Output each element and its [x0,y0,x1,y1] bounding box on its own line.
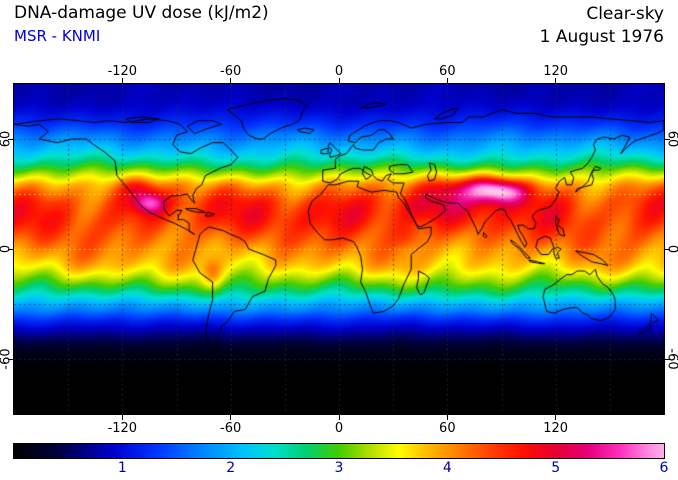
lat-tick-label: -60 [664,348,678,370]
figure-title: DNA-damage UV dose (kJ/m2) [14,3,269,23]
colorbar-tick-label: 2 [226,460,236,476]
lat-tick-label: 0 [664,244,678,254]
lon-tick-mark [121,78,123,83]
lon-tick-label: 120 [543,421,569,436]
lat-tick-label: -60 [0,348,14,370]
lat-tick-mark [8,358,13,360]
colorbar-frame [13,443,665,459]
header-right: Clear-sky 1 August 1976 [540,3,664,49]
lon-tick-label: -60 [220,421,242,436]
lat-tick-mark [665,248,670,250]
colorbar-canvas [14,444,664,458]
lon-tick-mark [230,78,232,83]
lon-tick-label: 60 [439,64,456,79]
sky-condition-label: Clear-sky [586,4,664,24]
lat-tick-label: 0 [0,244,14,254]
lat-tick-label: 60 [0,130,14,148]
colorbar-tick-label: 5 [551,460,561,476]
lon-tick-label: 60 [439,421,456,436]
lon-tick-label: 0 [334,421,344,436]
lat-tick-label: 60 [664,130,678,148]
colorbar-tick-label: 6 [659,460,669,476]
colorbar-tick-label: 1 [117,460,127,476]
lon-tick-label: -120 [107,64,138,79]
uv-heatmap-canvas [14,84,664,414]
lat-tick-mark [665,358,670,360]
lon-tick-mark [121,415,123,420]
lon-tick-label: 120 [543,64,569,79]
lon-tick-mark [338,415,340,420]
lon-tick-mark [338,78,340,83]
lat-tick-mark [8,138,13,140]
lon-tick-mark [230,415,232,420]
lon-tick-label: -60 [220,64,242,79]
lon-tick-mark [555,78,557,83]
date-label: 1 August 1976 [539,26,664,47]
map-frame [13,83,665,415]
lon-tick-label: 0 [334,64,344,79]
colorbar-tick-label: 3 [334,460,344,476]
colorbar-tick-label: 4 [442,460,452,476]
lon-tick-label: -120 [107,421,138,436]
lon-tick-mark [555,415,557,420]
lat-tick-mark [665,138,670,140]
lon-tick-mark [446,415,448,420]
lat-tick-mark [8,248,13,250]
lon-tick-mark [446,78,448,83]
data-source-label: MSR - KNMI [14,27,101,45]
